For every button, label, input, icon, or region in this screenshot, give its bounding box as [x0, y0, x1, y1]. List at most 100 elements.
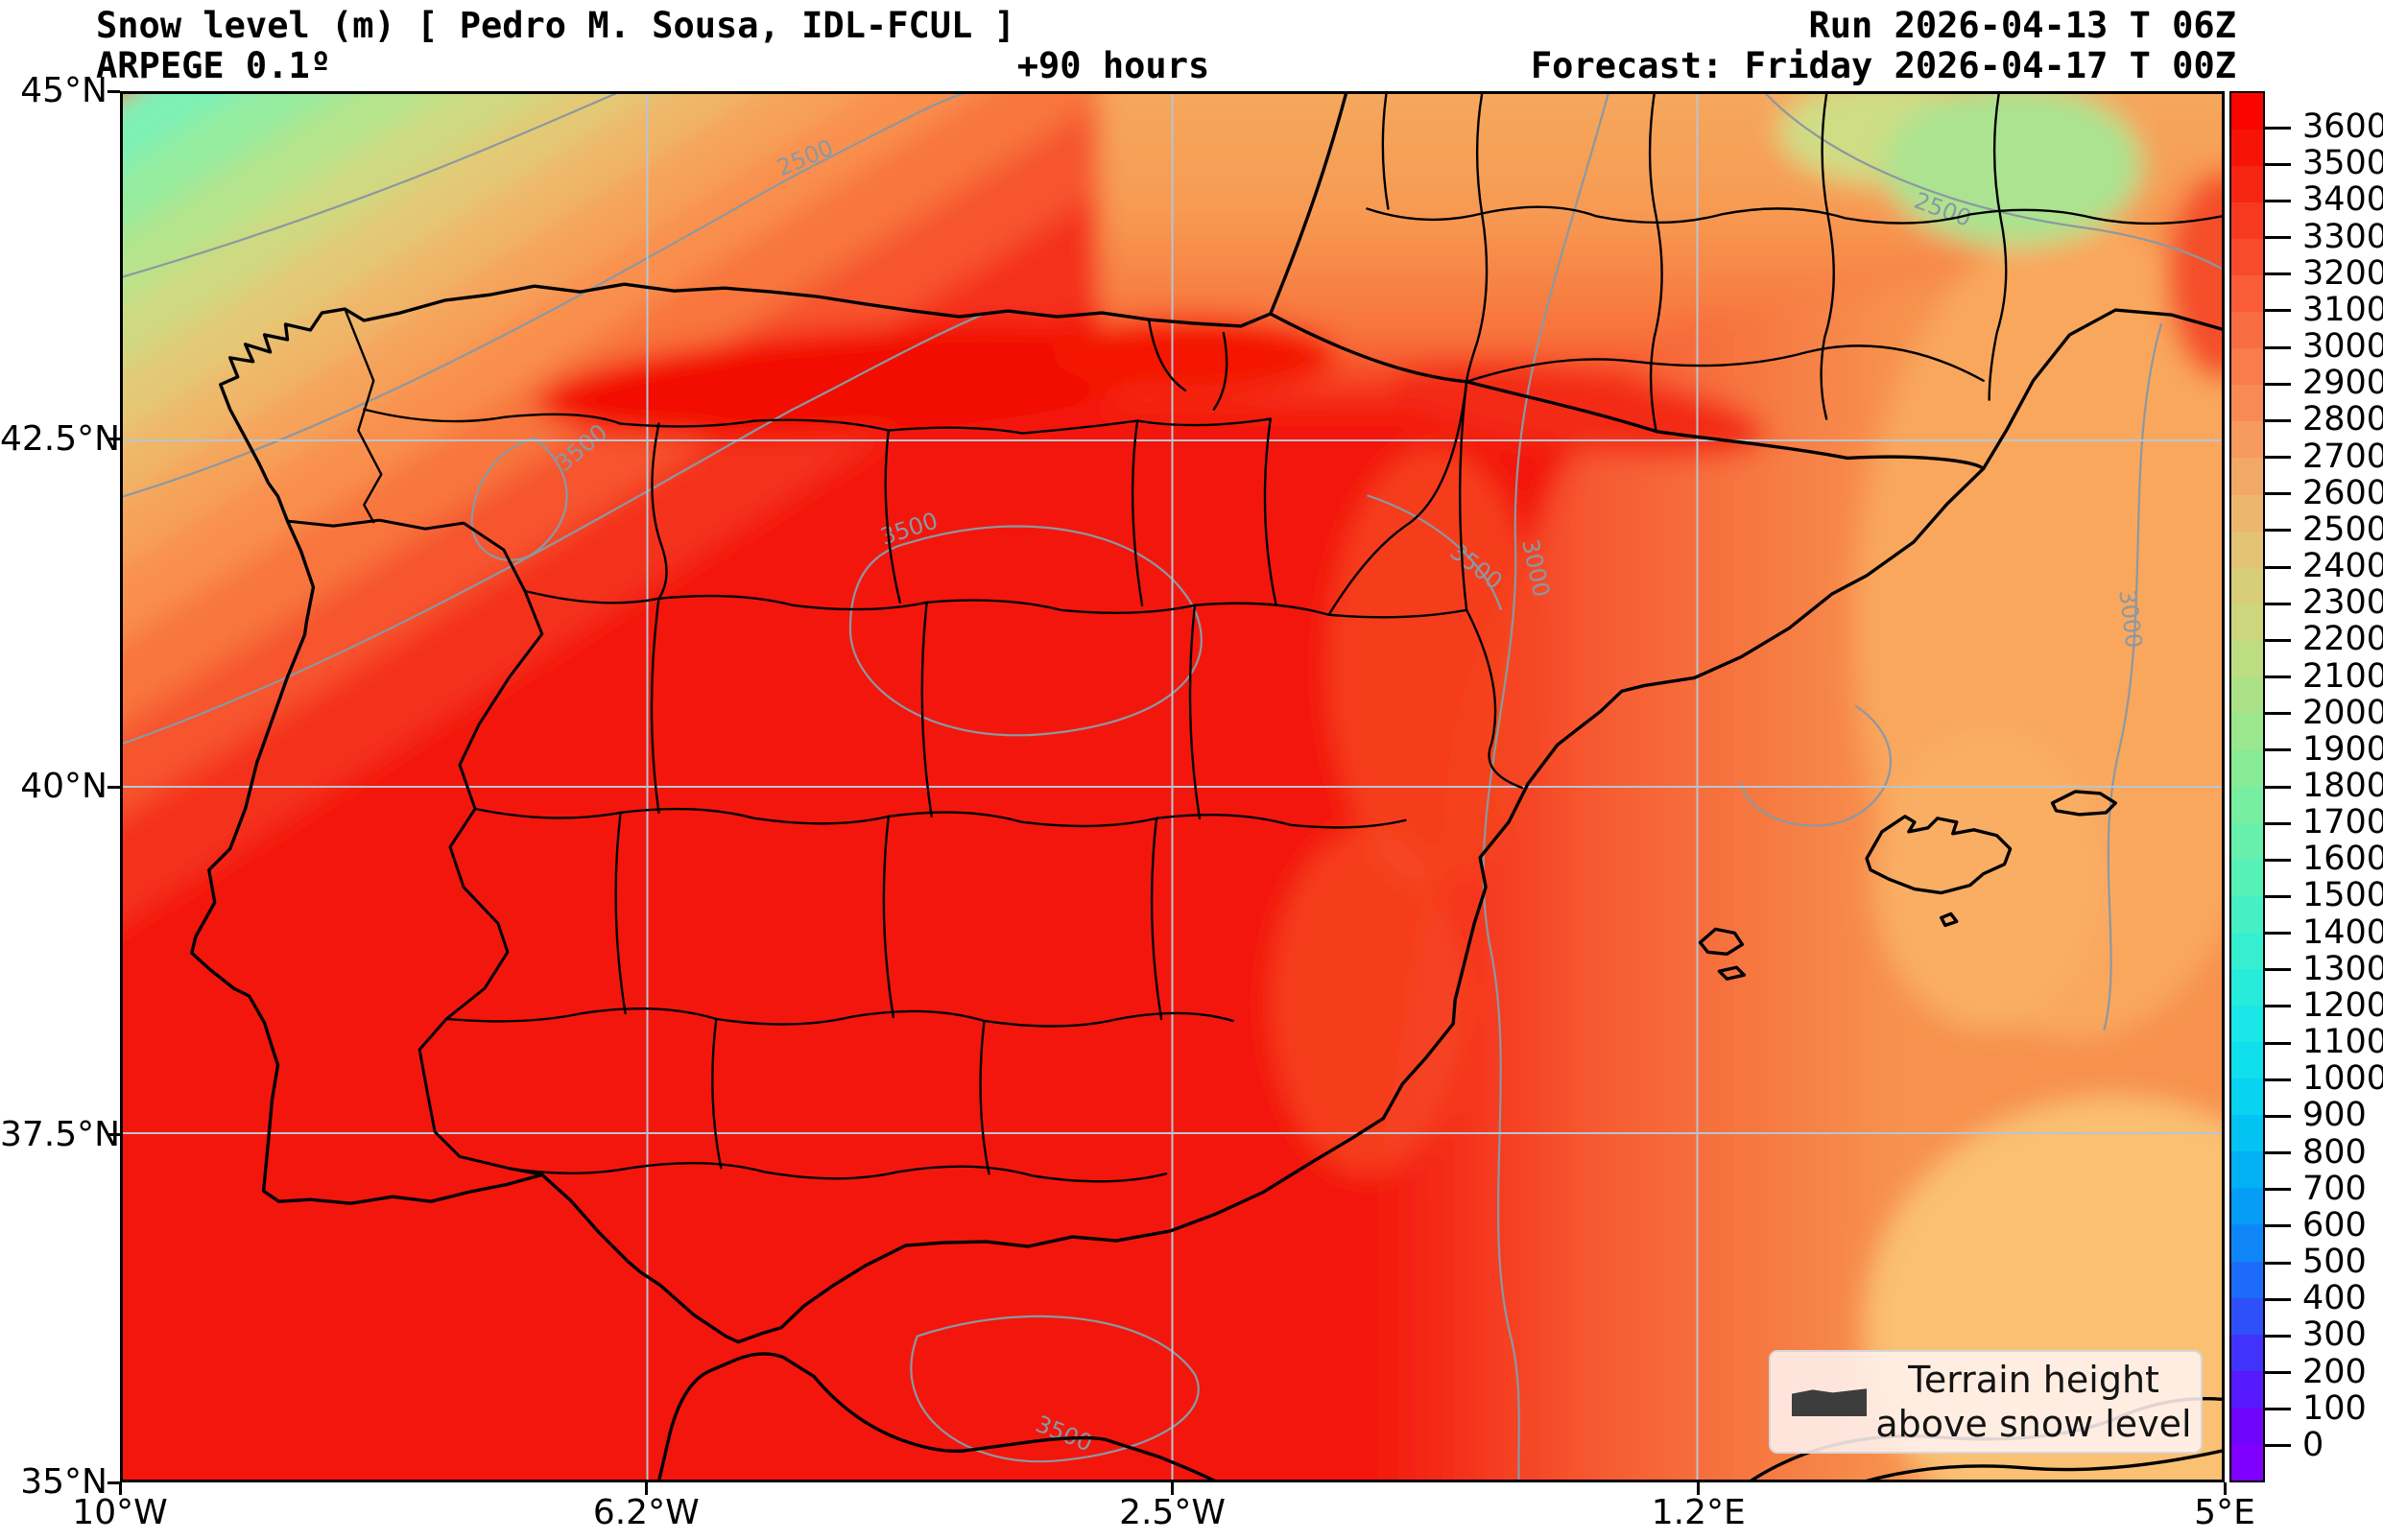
- terrain-legend-line1: Terrain height: [1908, 1359, 2159, 1401]
- colorbar-cell: [2231, 458, 2263, 495]
- colorbar-tick-mark: [2265, 638, 2291, 642]
- colorbar-cell: [2231, 1115, 2263, 1152]
- colorbar-cell: [2231, 969, 2263, 1007]
- colorbar-tick-label: 800: [2302, 1132, 2367, 1172]
- terrain-legend: Terrain height above snow level: [1769, 1350, 2203, 1454]
- x-tick-mark: [644, 1482, 648, 1495]
- colorbar-cell: [2231, 640, 2263, 677]
- colorbar-cell: [2231, 933, 2263, 970]
- colorbar-cell: [2231, 494, 2263, 532]
- map-plot-area: 2500 2500 3000 3000 3500 3500 3500 3500: [120, 91, 2225, 1482]
- colorbar-cell: [2231, 1188, 2263, 1225]
- y-tick-mark: [107, 89, 120, 93]
- admin-boundaries: [344, 94, 2222, 1183]
- y-tick-label: 37.5°N: [0, 1114, 121, 1154]
- colorbar-tick-mark: [2265, 418, 2291, 422]
- colorbar-cell: [2231, 348, 2263, 386]
- colorbar-tick-label: 2000: [2302, 693, 2383, 732]
- colorbar-tick-mark: [2265, 1297, 2291, 1301]
- colorbar-tick-mark: [2265, 858, 2291, 862]
- colorbar-tick-label: 2200: [2302, 620, 2383, 659]
- colorbar: 3600 3500 3400 3300 3200 3100 3000 2900 2800 2700…: [2229, 91, 2383, 1482]
- x-tick-mark: [1171, 1482, 1174, 1495]
- colorbar-tick-label: 1900: [2302, 729, 2383, 769]
- colorbar-tick-label: 3200: [2302, 253, 2383, 293]
- colorbar-cell: [2231, 1006, 2263, 1043]
- colorbar-tick-label: 1100: [2302, 1023, 2383, 1062]
- colorbar-tick-label: 3300: [2302, 217, 2383, 256]
- y-tick-label: 42.5°N: [0, 418, 121, 459]
- colorbar-tick-label: 1800: [2302, 767, 2383, 805]
- portugal-spain-border: [287, 518, 544, 1176]
- colorbar-tick-mark: [2265, 492, 2291, 496]
- forecast-timestamp: Forecast: Friday 2026-04-17 T 00Z: [1530, 45, 2236, 86]
- x-tick-mark: [118, 1482, 122, 1495]
- colorbar-tick-label: 1000: [2302, 1059, 2383, 1099]
- colorbar-cell: [2231, 1078, 2263, 1116]
- colorbar-tick-mark: [2265, 675, 2291, 679]
- colorbar-tick-label: 2800: [2302, 400, 2383, 439]
- colorbar-tick-mark: [2265, 821, 2291, 825]
- y-tick-mark: [107, 1133, 120, 1136]
- colorbar-tick-mark: [2265, 968, 2291, 972]
- y-tick-mark: [107, 785, 120, 789]
- colorbar-tick-mark: [2265, 785, 2291, 789]
- colorbar-tick-mark: [2265, 1188, 2291, 1192]
- colorbar-cell: [2231, 93, 2263, 130]
- terrain-legend-line2: above snow level: [1875, 1403, 2192, 1445]
- colorbar-tick-label: 3600: [2302, 107, 2383, 147]
- colorbar-tick-label: 600: [2302, 1205, 2367, 1244]
- colorbar-cell: [2231, 421, 2263, 459]
- colorbar-tick-mark: [2265, 1078, 2291, 1081]
- colorbar-tick-label: 2700: [2302, 437, 2383, 476]
- colorbar-tick-label: 100: [2302, 1388, 2367, 1428]
- colorbar-tick-label: 900: [2302, 1096, 2367, 1135]
- colorbar-cell: [2231, 676, 2263, 714]
- page-title: Snow level (m) [ Pedro M. Sousa, IDL-FCU…: [96, 5, 1015, 46]
- colorbar-cell: [2231, 1151, 2263, 1189]
- y-tick-label: 35°N: [20, 1462, 107, 1502]
- x-tick-label: 6.2°W: [592, 1493, 700, 1532]
- colorbar-tick-label: 400: [2302, 1279, 2367, 1318]
- x-tick-label: 1.2°E: [1651, 1493, 1746, 1532]
- colorbar-tick-mark: [2265, 1444, 2291, 1448]
- lead-time-label: +90 hours: [1016, 45, 1210, 86]
- colorbar-cell: [2231, 822, 2263, 860]
- colorbar-tick-mark: [2265, 1041, 2291, 1045]
- x-tick-label: 10°W: [72, 1493, 168, 1532]
- x-tick-mark: [2223, 1482, 2227, 1495]
- colorbar-cell: [2231, 130, 2263, 167]
- colorbar-tick-mark: [2265, 1408, 2291, 1411]
- colorbar-tick-mark: [2265, 236, 2291, 240]
- snow-level-field: [123, 94, 2222, 1480]
- colorbar-cell: [2231, 1042, 2263, 1079]
- colorbar-tick-label: 2900: [2302, 364, 2383, 403]
- colorbar-tick-label: 1200: [2302, 985, 2383, 1025]
- x-tick-label: 5°E: [2194, 1493, 2255, 1532]
- colorbar-cell: [2231, 786, 2263, 823]
- graticule: [123, 94, 2222, 1480]
- colorbar-cell: [2231, 385, 2263, 422]
- colorbar-cell: [2231, 1224, 2263, 1262]
- colorbar-tick-mark: [2265, 602, 2291, 605]
- colorbar-tick-mark: [2265, 1334, 2291, 1338]
- colorbar-tick-mark: [2265, 565, 2291, 569]
- colorbar-tick-label: 2400: [2302, 547, 2383, 586]
- terrain-legend-label: Terrain height above snow level: [1867, 1358, 2201, 1446]
- colorbar-tick-mark: [2265, 894, 2291, 898]
- colorbar-tick-label: 200: [2302, 1352, 2367, 1391]
- colorbar-tick-label: 1300: [2302, 949, 2383, 988]
- colorbar-tick-label: 700: [2302, 1169, 2367, 1208]
- colorbar-cell: [2231, 749, 2263, 787]
- colorbar-cell: [2231, 1261, 2263, 1298]
- terrain-patch-swatch: [1792, 1388, 1867, 1416]
- colorbar-tick-mark: [2265, 1151, 2291, 1155]
- colorbar-cell: [2231, 1334, 2263, 1371]
- colorbar-cell: [2231, 1407, 2263, 1444]
- colorbar-tick-mark: [2265, 199, 2291, 202]
- colorbar-tick-label: 2500: [2302, 509, 2383, 549]
- colorbar-cell: [2231, 567, 2263, 604]
- map-canvas: 2500 2500 3000 3000 3500 3500 3500 3500: [123, 94, 2222, 1480]
- colorbar-tick-mark: [2265, 162, 2291, 166]
- colorbar-tick-mark: [2265, 456, 2291, 460]
